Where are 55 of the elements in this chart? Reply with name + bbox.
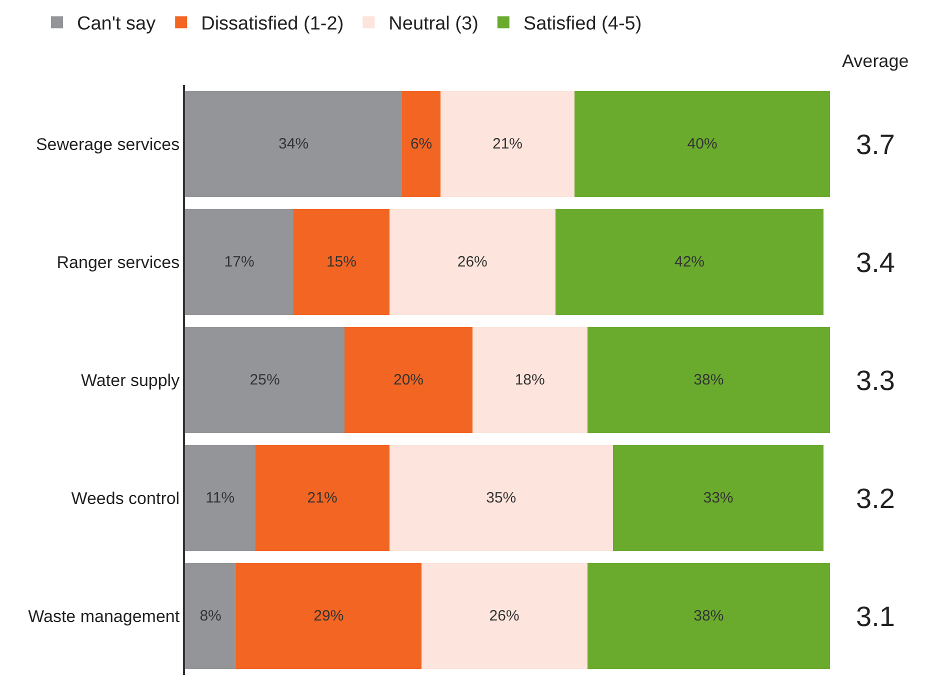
y-tick-label: Ranger services: [56, 252, 180, 272]
data-label: 42%: [674, 254, 705, 270]
bar: [587, 326, 830, 434]
bar: [555, 208, 824, 316]
data-label: 25%: [250, 372, 280, 388]
data-label: 38%: [694, 372, 724, 388]
data-label: 21%: [307, 490, 338, 506]
data-label: 40%: [687, 136, 718, 152]
text: Average: [842, 51, 909, 71]
y-tick-label: Water supply: [81, 370, 180, 390]
bar: [185, 90, 402, 198]
data-label: 15%: [326, 254, 356, 270]
data-label: 20%: [394, 372, 424, 388]
bar: [255, 444, 390, 552]
data-label: 35%: [486, 490, 516, 506]
data-label: 33%: [703, 490, 734, 506]
bar: [185, 444, 256, 552]
data-label: 6%: [410, 136, 432, 152]
data-label: 11%: [206, 490, 235, 506]
bar: [574, 90, 830, 198]
data-label: 18%: [514, 372, 545, 388]
bar: [294, 208, 390, 316]
y-tick-label: Waste management: [28, 606, 180, 626]
data-label: 29%: [314, 608, 344, 624]
data-label: 17%: [224, 254, 254, 270]
data-label: 34%: [278, 136, 309, 152]
data-label: 8%: [200, 608, 222, 624]
y-tick-label: Sewerage services: [36, 134, 180, 154]
data-label: 38%: [694, 608, 724, 624]
bar: [185, 562, 236, 670]
y-tick-label: Weeds control: [71, 488, 180, 508]
bar: [389, 208, 556, 316]
text: 3.4: [856, 247, 895, 278]
bar: [402, 90, 440, 198]
text: 3.2: [856, 483, 895, 514]
text: 3.3: [856, 365, 895, 396]
legend-label: Can't say: [77, 14, 156, 35]
bar: [344, 326, 472, 434]
bar: [389, 444, 613, 552]
data-label: 21%: [492, 136, 523, 152]
legend-label: Neutral (3): [388, 14, 478, 35]
bar: [236, 562, 422, 670]
bar: [440, 90, 575, 198]
bar: [472, 326, 588, 434]
legend-label: Dissatisfied (1-2): [201, 14, 344, 35]
bar: [421, 562, 588, 670]
data-label: 26%: [457, 254, 488, 270]
text: 3.7: [856, 129, 895, 160]
bar: [185, 326, 345, 434]
data-label: 26%: [489, 608, 520, 624]
bar: [612, 444, 824, 552]
bar: [587, 562, 830, 670]
legend-label: Satisfied (4-5): [523, 14, 642, 35]
text: 3.1: [856, 601, 895, 632]
bar: [185, 208, 294, 316]
